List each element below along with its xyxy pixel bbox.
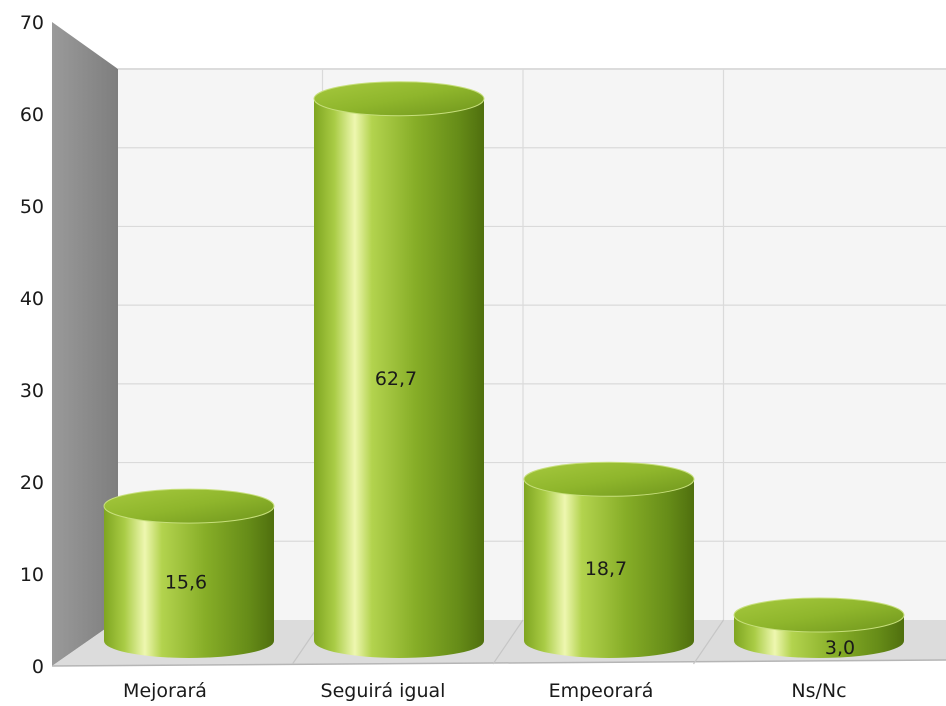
chart-side-wall: [52, 22, 118, 666]
x-tick-label: Mejorará: [123, 680, 207, 702]
data-label: 15,6: [165, 572, 207, 594]
y-tick-label: 20: [20, 472, 44, 494]
bar-body: [104, 506, 274, 658]
data-labels: 15,6 62,7 18,7 3,0: [165, 368, 855, 659]
y-tick-label: 40: [20, 288, 44, 310]
data-label: 62,7: [375, 368, 417, 390]
y-tick-label: 0: [32, 656, 44, 678]
bar-top: [313, 81, 485, 117]
bar: [103, 488, 275, 658]
chart-floor: [52, 620, 946, 666]
chart-floor-edge: [51, 659, 946, 667]
y-tick-label: 70: [20, 12, 44, 34]
bar-top: [733, 597, 905, 633]
y-axis: 0 10 20 30 40 50 60 70: [20, 12, 44, 678]
y-tick-label: 50: [20, 196, 44, 218]
x-axis: Mejorará Seguirá igual Empeorará Ns/Nc: [123, 680, 847, 702]
x-tick-label: Empeorará: [549, 680, 654, 702]
bar: [313, 81, 485, 658]
bar-body: [314, 98, 484, 658]
floor-separator: [492, 619, 524, 665]
data-label: 18,7: [585, 558, 627, 580]
y-tick-label: 30: [20, 380, 44, 402]
floor-separator: [693, 619, 724, 665]
bar: [523, 461, 695, 658]
bar-top: [103, 488, 275, 524]
bar-body: [524, 479, 694, 658]
x-tick-label: Seguirá igual: [321, 680, 446, 702]
bar-top: [523, 461, 695, 497]
gridlines: [118, 68, 946, 620]
y-tick-label: 60: [20, 104, 44, 126]
y-tick-label: 10: [20, 564, 44, 586]
bar: [733, 597, 905, 658]
x-tick-label: Ns/Nc: [791, 680, 846, 702]
bars: [103, 81, 905, 658]
data-label: 3,0: [825, 637, 855, 659]
